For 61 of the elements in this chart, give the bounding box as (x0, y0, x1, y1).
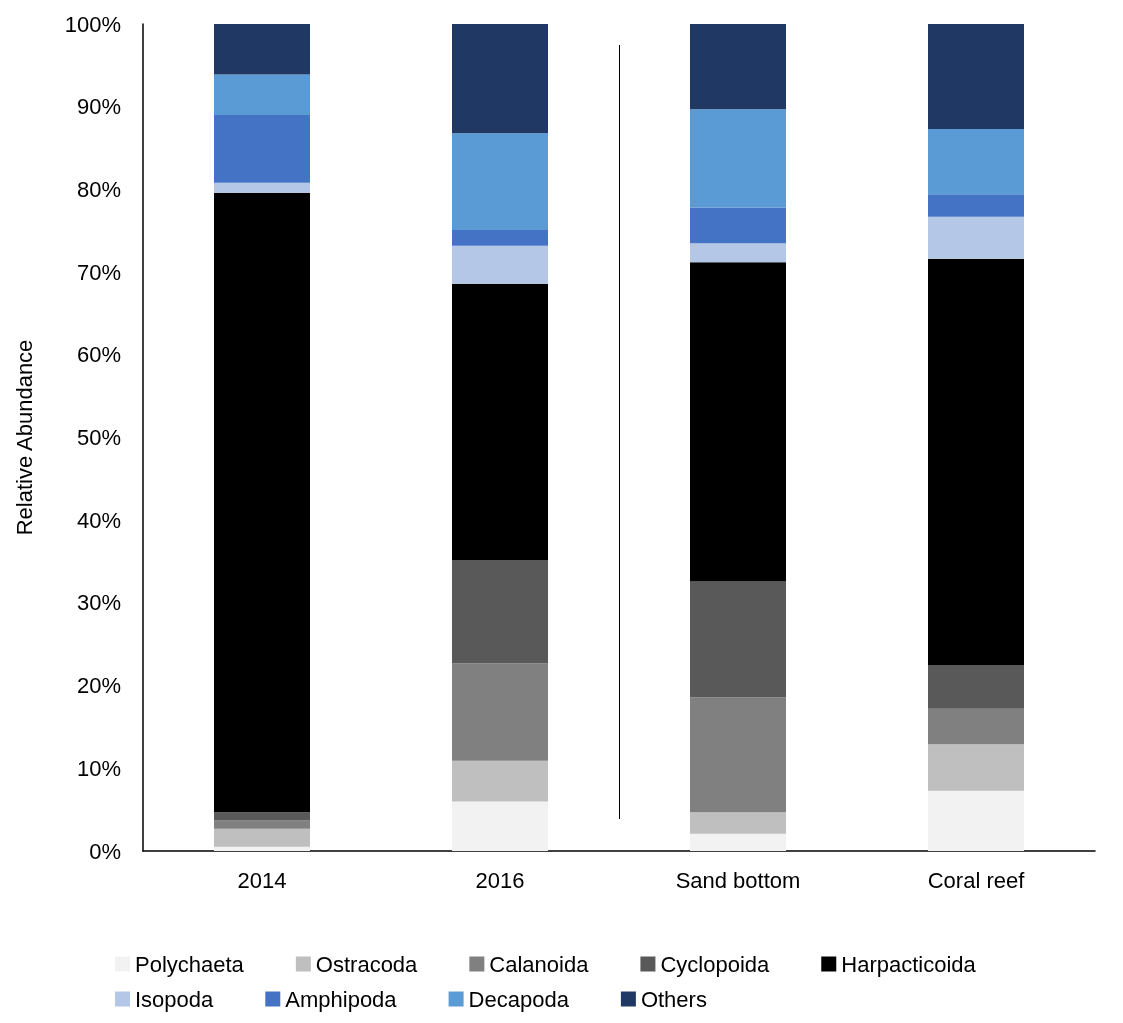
x-tick-label: Coral reef (927, 867, 1026, 893)
bar (452, 229, 548, 246)
bar (452, 663, 548, 761)
legend-label: Isopoda (135, 986, 215, 1012)
bar (214, 820, 310, 829)
bar (928, 790, 1024, 851)
bar (452, 559, 548, 664)
bar (928, 744, 1024, 791)
bar (690, 262, 786, 582)
bar (214, 114, 310, 183)
legend-label: Cyclopoida (660, 951, 771, 977)
bar (690, 109, 786, 208)
x-tick-label: 2016 (475, 867, 525, 893)
y-tick-label: 0% (89, 838, 121, 864)
bar (690, 243, 786, 263)
bar (928, 194, 1024, 217)
bar (452, 283, 548, 560)
bar (690, 207, 786, 244)
legend-label: Ostracoda (315, 951, 419, 977)
bar (690, 833, 786, 851)
legend-label: Others (640, 986, 707, 1012)
bar (690, 24, 786, 110)
bar (690, 697, 786, 813)
bar (928, 216, 1024, 259)
y-tick-label: 10% (76, 755, 121, 781)
bar (452, 801, 548, 851)
y-tick-label: 90% (76, 94, 121, 120)
bar (928, 258, 1024, 665)
bar (452, 760, 548, 802)
y-tick-label: 30% (76, 590, 121, 616)
legend-label: Amphipoda (285, 986, 398, 1012)
bar (928, 129, 1024, 195)
y-tick-label: 100% (64, 11, 121, 37)
bar (214, 828, 310, 847)
y-tick-label: 20% (76, 673, 121, 699)
bar (452, 245, 548, 284)
bar (214, 192, 310, 813)
bar (214, 74, 310, 115)
bar (928, 708, 1024, 745)
bar (452, 133, 548, 230)
x-tick-label: 2014 (237, 867, 287, 893)
bar (928, 664, 1024, 709)
y-tick-label: 50% (76, 425, 121, 450)
bar (214, 812, 310, 821)
legend-label: Decapoda (468, 986, 570, 1012)
bar (690, 581, 786, 698)
legend-label: Calanoida (489, 951, 590, 977)
x-tick-label: Sand bottom (675, 867, 801, 893)
y-tick-label: 80% (76, 176, 121, 202)
bar (928, 24, 1024, 130)
y-tick-label: 40% (76, 507, 121, 533)
bar (214, 182, 310, 193)
y-axis-title: Relative Abundance (11, 339, 37, 536)
legend-label: Harpacticoida (841, 951, 977, 977)
bar (452, 24, 548, 134)
bar (690, 812, 786, 834)
y-tick-label: 70% (76, 259, 121, 285)
bar (214, 846, 310, 851)
bar (214, 24, 310, 75)
y-tick-label: 60% (76, 342, 121, 368)
legend-label: Polychaeta (135, 951, 245, 977)
